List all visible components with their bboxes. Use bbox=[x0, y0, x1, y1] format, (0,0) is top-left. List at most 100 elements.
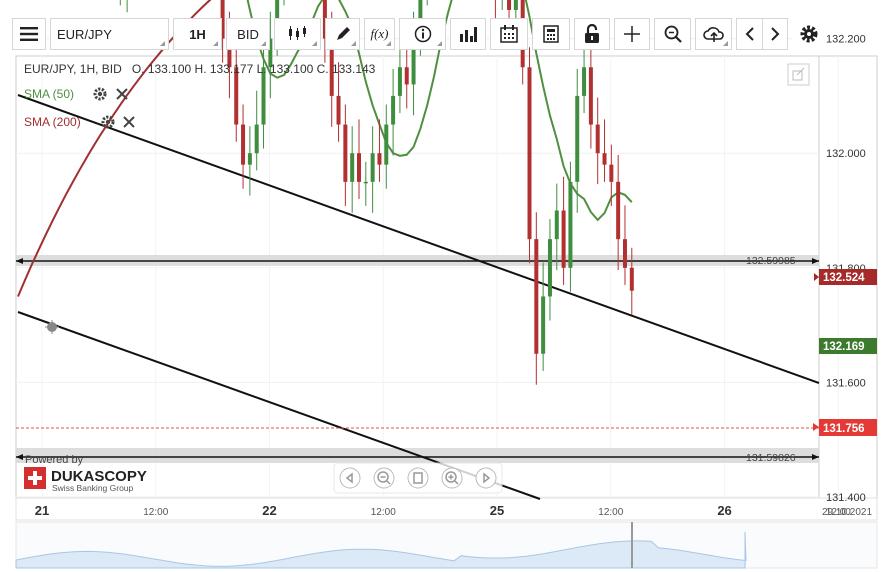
gear-icon bbox=[800, 25, 818, 43]
candle-body[interactable] bbox=[547, 239, 552, 297]
time-tick-label: 12:00 bbox=[598, 507, 623, 518]
sma50-settings-gear-icon[interactable] bbox=[93, 87, 107, 101]
candle-body[interactable] bbox=[350, 153, 355, 182]
upper-trendline[interactable] bbox=[17, 94, 820, 384]
candle-body[interactable] bbox=[534, 239, 539, 354]
plot-area[interactable] bbox=[15, 55, 820, 499]
candle-body[interactable] bbox=[561, 210, 566, 268]
candle-body[interactable] bbox=[582, 67, 587, 96]
timeframe-label: 1H bbox=[189, 26, 206, 42]
menu-button[interactable] bbox=[12, 18, 46, 50]
scroll-back-button[interactable] bbox=[736, 18, 762, 50]
candle-body[interactable] bbox=[227, 38, 232, 68]
candle-body[interactable] bbox=[609, 164, 614, 182]
candle-body[interactable] bbox=[588, 67, 593, 125]
timeframe-selector[interactable]: 1H bbox=[173, 18, 222, 50]
time-tick-label: 12:00 bbox=[826, 507, 851, 518]
scroll-right-icon[interactable] bbox=[475, 467, 497, 489]
candle-body[interactable] bbox=[247, 153, 252, 165]
scroll-left-icon[interactable] bbox=[339, 467, 361, 489]
overview-navigator[interactable] bbox=[15, 521, 878, 569]
candle-body[interactable] bbox=[541, 296, 546, 354]
info-button[interactable] bbox=[399, 18, 446, 50]
candle-body[interactable] bbox=[268, 38, 273, 68]
candle-body[interactable] bbox=[343, 124, 348, 182]
zoom-out-icon[interactable] bbox=[373, 467, 395, 489]
instrument-selector[interactable]: EUR/JPY bbox=[50, 18, 169, 50]
candle-body[interactable] bbox=[554, 210, 559, 240]
candle-body[interactable] bbox=[575, 95, 580, 182]
candle-body[interactable] bbox=[363, 181, 368, 184]
candle-body[interactable] bbox=[507, 0, 512, 10]
candle-body[interactable] bbox=[241, 124, 246, 165]
chart-type-button[interactable] bbox=[274, 18, 321, 50]
sma200-legend-label: SMA (200) bbox=[24, 115, 81, 129]
candle-body[interactable] bbox=[329, 38, 334, 96]
zoom-in-icon[interactable] bbox=[441, 467, 463, 489]
upper-level-band[interactable]: 132.59985 bbox=[16, 255, 819, 267]
crosshair-icon bbox=[624, 26, 640, 42]
settings-button[interactable] bbox=[792, 18, 826, 50]
instrument-label: EUR/JPY bbox=[57, 26, 112, 42]
sma200-settings-gear-icon[interactable] bbox=[101, 115, 115, 129]
svg-text:132.524: 132.524 bbox=[823, 272, 865, 284]
expand-chart-icon[interactable] bbox=[787, 63, 810, 86]
brand-tagline: Swiss Banking Group bbox=[52, 483, 134, 493]
price-side-selector[interactable]: BID bbox=[226, 18, 270, 50]
lock-button[interactable] bbox=[574, 18, 610, 50]
candle-body[interactable] bbox=[370, 153, 375, 182]
candle-body[interactable] bbox=[391, 95, 396, 125]
candle-body[interactable] bbox=[602, 153, 607, 165]
fit-icon[interactable] bbox=[407, 467, 429, 489]
calendar-button[interactable] bbox=[490, 18, 528, 50]
candle-body[interactable] bbox=[322, 0, 327, 39]
price-tick-label: 131.600 bbox=[826, 377, 866, 389]
candle-body[interactable] bbox=[513, 0, 518, 10]
chevron-right-icon bbox=[771, 27, 780, 41]
candle-body[interactable] bbox=[527, 67, 532, 240]
candle-body[interactable] bbox=[220, 0, 225, 39]
candle-body[interactable] bbox=[595, 124, 600, 154]
candle-body[interactable] bbox=[397, 67, 402, 96]
candle-body[interactable] bbox=[234, 67, 239, 125]
candle-body[interactable] bbox=[629, 267, 634, 291]
sma50-legend-label: SMA (50) bbox=[24, 87, 74, 101]
candle-body[interactable] bbox=[622, 239, 627, 268]
dukascopy-logo: Powered by DUKASCOPY Swiss Banking Group bbox=[24, 454, 147, 493]
sma50-legend[interactable]: SMA (50) bbox=[24, 87, 128, 101]
volume-bars-icon bbox=[460, 27, 477, 42]
sma200-badge: 132.524 bbox=[814, 269, 877, 285]
candle-body[interactable] bbox=[336, 95, 341, 125]
candle-body[interactable] bbox=[254, 124, 259, 154]
zoom-button[interactable] bbox=[654, 18, 691, 50]
candle-body[interactable] bbox=[404, 67, 409, 85]
price-side-label: BID bbox=[237, 26, 259, 42]
candle-body[interactable] bbox=[377, 153, 382, 165]
draw-tools-button[interactable] bbox=[325, 18, 360, 50]
chart-nav-controls[interactable] bbox=[333, 462, 503, 494]
scroll-forward-button[interactable] bbox=[762, 18, 788, 50]
function-icon: f(x) bbox=[370, 26, 389, 41]
candle-body[interactable] bbox=[357, 153, 361, 182]
indicators-button[interactable]: f(x) bbox=[364, 18, 395, 50]
candle-body[interactable] bbox=[261, 67, 266, 125]
sma200-line[interactable] bbox=[17, 0, 632, 297]
cloud-save-button[interactable] bbox=[695, 18, 732, 50]
candle-body[interactable] bbox=[411, 38, 416, 85]
candle-body[interactable] bbox=[616, 181, 621, 240]
candle-body[interactable] bbox=[384, 124, 389, 165]
event-marker-icon[interactable] bbox=[45, 320, 59, 334]
volume-button[interactable] bbox=[450, 18, 486, 50]
candle-body[interactable] bbox=[568, 181, 573, 268]
time-tick-label: 12:00 bbox=[371, 507, 396, 518]
sma50-line[interactable] bbox=[18, 0, 633, 222]
current-price-badge: 131.756 bbox=[813, 419, 877, 436]
sma200-legend[interactable]: SMA (200) bbox=[24, 115, 135, 129]
sma200-remove-close-icon[interactable] bbox=[123, 116, 135, 128]
sma50-remove-close-icon[interactable] bbox=[116, 88, 128, 100]
crosshair-button[interactable] bbox=[614, 18, 650, 50]
svg-text:131.756: 131.756 bbox=[823, 423, 865, 435]
calculator-button[interactable] bbox=[532, 18, 570, 50]
hamburger-menu-icon bbox=[20, 27, 38, 41]
